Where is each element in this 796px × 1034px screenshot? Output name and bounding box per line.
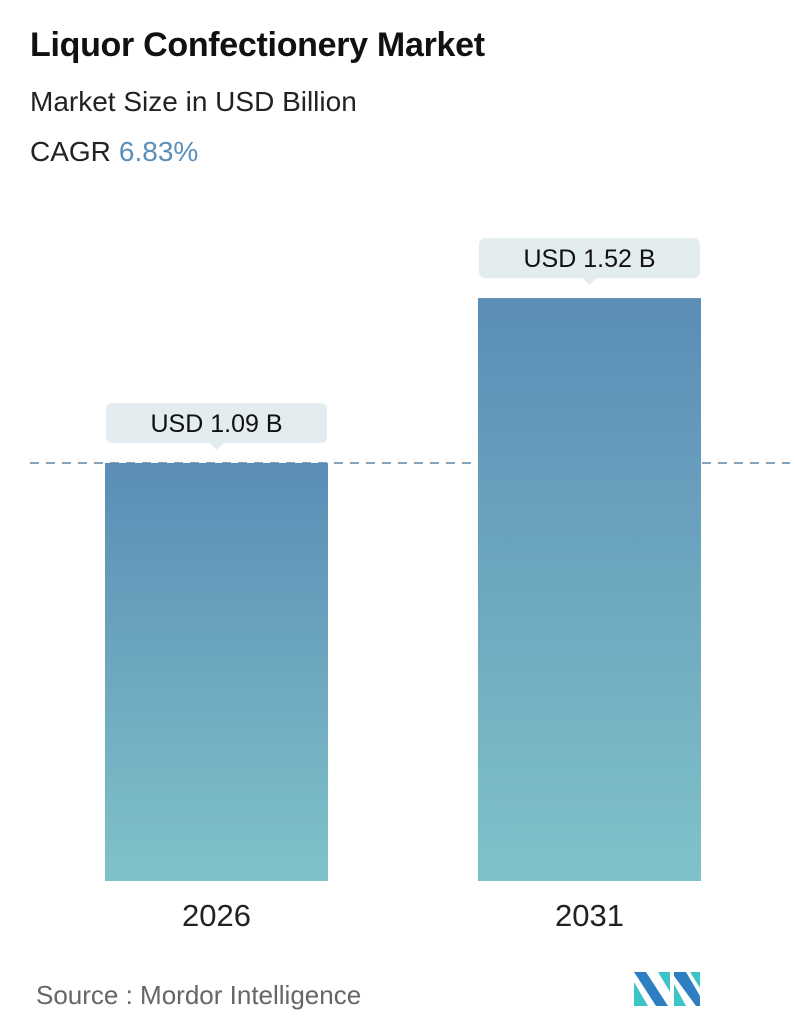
data-label-box <box>106 402 327 443</box>
data-label-pointer <box>582 278 597 286</box>
x-tick-label: 2026 <box>182 898 251 933</box>
bar-2026 <box>105 462 328 881</box>
data-label: USD 1.09 B <box>150 410 282 438</box>
source-text: Source : Mordor Intelligence <box>36 980 362 1010</box>
mordor-intelligence-logo <box>634 972 700 1006</box>
data-label: USD 1.52 B <box>523 245 655 273</box>
cagr-label: CAGR <box>30 136 111 167</box>
x-tick-label: 2031 <box>555 898 624 933</box>
bar-2031 <box>478 298 701 882</box>
cagr: CAGR 6.83% <box>30 136 198 168</box>
data-label-box <box>479 238 700 279</box>
cagr-value: 6.83% <box>118 136 199 167</box>
data-label-pointer <box>209 442 224 450</box>
bar-chart: USD 1.09 B 2026 USD 1.52 B 2031 <box>30 238 790 933</box>
chart-title: Liquor Confectionery Market <box>30 26 485 64</box>
chart-subtitle: Market Size in USD Billion <box>30 86 357 117</box>
